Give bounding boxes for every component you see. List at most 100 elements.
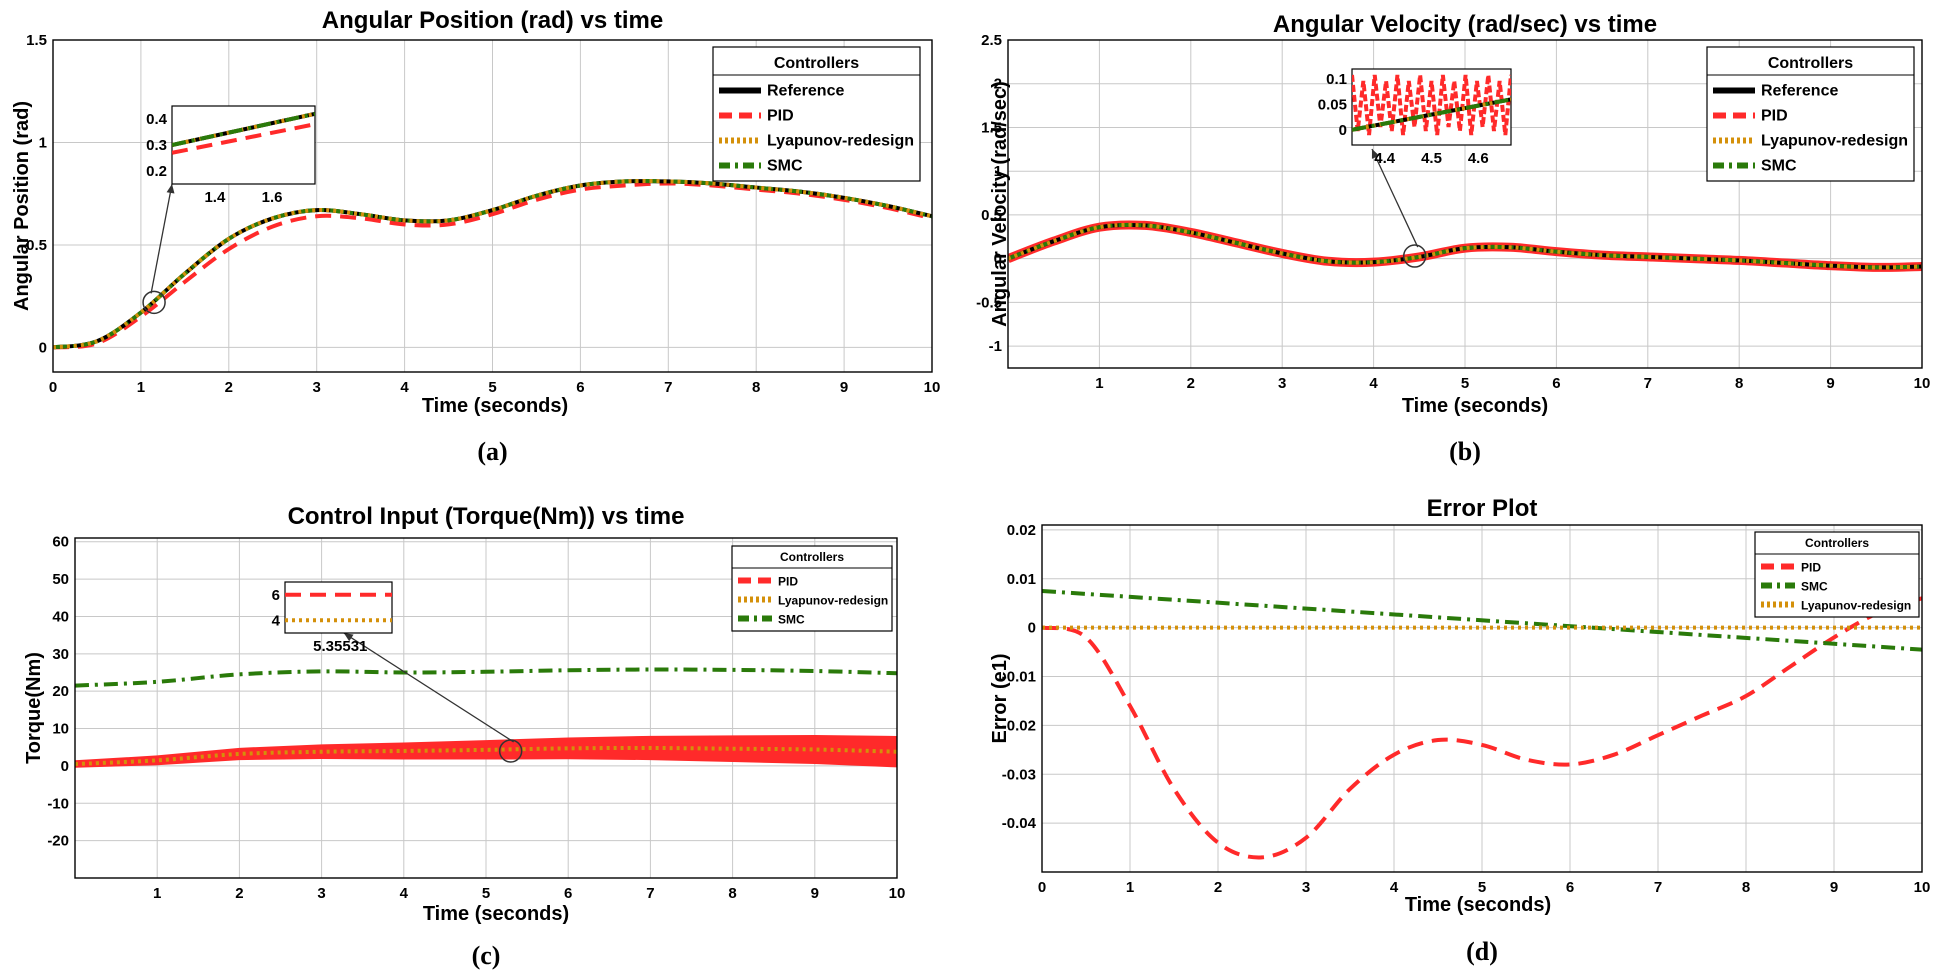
subfigure-caption: (c)	[472, 941, 501, 970]
zoom-connector	[1371, 148, 1419, 248]
y-tick-label: -0.02	[1002, 717, 1036, 734]
zoom-arrowhead	[1371, 149, 1380, 159]
legend: Controllers PID SMC Lyapunov-redesign	[1754, 531, 1920, 618]
series-group	[75, 667, 897, 768]
x-tick-label: 5	[482, 885, 490, 902]
legend-entry-label: Reference	[1761, 83, 1838, 100]
chart-title: Angular Velocity (rad/sec) vs time	[1273, 11, 1657, 38]
legend-entry-label: Reference	[767, 83, 844, 100]
series-line-pid	[1042, 596, 1922, 860]
inset-x-tick-label: 5.35531	[313, 638, 367, 655]
chart-title: Control Input (Torque(Nm)) vs time	[288, 503, 685, 530]
legend-entry-label: SMC	[767, 158, 803, 175]
x-tick-label: 1	[153, 885, 161, 902]
chart-b: 1 2 3 4 5 6 7 8 9 10 -1 -0.5 0 0.5 1 1.5 2 2.5 Angular Vel…	[976, 11, 1930, 466]
legend: Controllers Reference PID Lyapunov-redesign…	[1706, 46, 1915, 182]
inset-x-tick-label: 4.4	[1374, 150, 1396, 167]
x-tick-label: 6	[576, 379, 584, 396]
y-tick-label: 1.5	[981, 119, 1002, 136]
y-axis-label: Error (e1)	[989, 653, 1011, 743]
y-tick-label: 1.5	[26, 32, 47, 49]
x-tick-label: 5	[1461, 375, 1469, 392]
x-tick-label: 9	[840, 379, 848, 396]
inset-x-tick-label: 4.6	[1468, 150, 1489, 167]
x-tick-label: 7	[646, 885, 654, 902]
inset-series	[285, 592, 392, 623]
legend-entry-label: Lyapunov-redesign	[1761, 133, 1908, 150]
y-tick-label: 0	[994, 251, 1002, 268]
inset-line-lyapunov-redesign	[1352, 97, 1511, 132]
y-tick-label: -0.04	[1002, 815, 1037, 832]
x-tick-label: 2	[225, 379, 233, 396]
zoom-arrowhead	[166, 184, 175, 194]
y-tick-label: 50	[52, 571, 69, 588]
legend-entry-label: PID	[767, 108, 794, 125]
x-tick-label: 7	[1644, 375, 1652, 392]
y-tick-label: -20	[47, 833, 69, 850]
y-axis-label: Angular Velocity (rad/sec)	[989, 81, 1011, 327]
legend-entry-label: SMC	[1761, 158, 1797, 175]
x-axis-label: Time (seconds)	[1402, 395, 1548, 417]
y-tick-label: 2.5	[981, 32, 1002, 49]
x-tick-label: 8	[728, 885, 736, 902]
zoom-inset: 4.4 4.5 4.6 0 0.05 0.1	[1318, 68, 1512, 268]
inset-frame	[284, 581, 393, 634]
inset-line-smc	[172, 111, 315, 147]
legend-entry-label: PID	[778, 575, 798, 589]
zoom-inset: 1.4 1.6 0.2 0.3 0.4	[142, 105, 316, 315]
legend-box	[1754, 531, 1920, 618]
legend-entry-label: Lyapunov-redesign	[1801, 599, 1911, 613]
x-tick-label: 8	[1742, 879, 1750, 896]
inset-line-pid	[1352, 74, 1511, 136]
inset-x-tick-label: 4.5	[1421, 150, 1442, 167]
series-line-lyapunov-redesign	[1008, 222, 1922, 270]
x-tick-label: 10	[924, 379, 941, 396]
zoom-circle	[1402, 244, 1427, 268]
inset-y-tick-label: 4	[272, 612, 281, 629]
y-tick-label: 40	[52, 608, 69, 625]
legend-title: Controllers	[1805, 536, 1869, 550]
y-tick-label: 0	[1028, 620, 1036, 637]
x-axis-label: Time (seconds)	[423, 903, 569, 925]
y-tick-label: -0.01	[1002, 669, 1036, 686]
x-tick-label: 0	[49, 379, 57, 396]
x-tick-label: 6	[1566, 879, 1574, 896]
y-tick-label: 60	[52, 534, 69, 551]
x-tick-label: 4	[400, 885, 409, 902]
series-line-pid	[53, 181, 932, 350]
series-group	[1042, 588, 1922, 860]
x-tick-label: 6	[1552, 375, 1560, 392]
inset-x-tick-label: 1.6	[262, 189, 283, 206]
legend-title: Controllers	[774, 55, 859, 72]
inset-series	[1352, 74, 1511, 136]
legend-entry-label: SMC	[778, 613, 805, 627]
x-tick-label: 3	[1278, 375, 1286, 392]
legend: Controllers PID Lyapunov-redesign SMC	[731, 545, 893, 632]
series-line-smc	[75, 667, 897, 688]
axes-frame	[1007, 39, 1923, 369]
y-tick-label: 0.02	[1007, 522, 1036, 539]
series-group	[1008, 220, 1922, 272]
series-line-lyapunov-redesign	[53, 179, 932, 350]
legend-entry-label: PID	[1761, 108, 1788, 125]
x-tick-label: 4	[400, 379, 409, 396]
x-tick-label: 7	[1654, 879, 1662, 896]
legend: Controllers Reference PID Lyapunov-redesign…	[712, 46, 921, 182]
chart-title: Angular Position (rad) vs time	[322, 7, 663, 34]
y-tick-label: -0.03	[1002, 766, 1036, 783]
y-tick-label: -10	[47, 795, 69, 812]
x-tick-label: 1	[1095, 375, 1103, 392]
y-tick-label: -0.5	[976, 294, 1002, 311]
legend-title: Controllers	[1768, 55, 1853, 72]
x-tick-label: 0	[1038, 879, 1046, 896]
y-tick-label: 0.01	[1007, 571, 1036, 588]
legend-entry-label: PID	[1801, 561, 1821, 575]
legend-entry-label: Lyapunov-redesign	[778, 594, 888, 608]
y-tick-label: 0.5	[26, 237, 47, 254]
zoom-inset: 5.35531 4 6	[272, 581, 523, 763]
x-axis-label: Time (seconds)	[422, 395, 568, 417]
x-tick-label: 10	[1914, 879, 1931, 896]
zoom-arrowhead	[343, 633, 354, 642]
zoom-connector	[343, 632, 515, 743]
axes-frame	[1041, 524, 1923, 873]
